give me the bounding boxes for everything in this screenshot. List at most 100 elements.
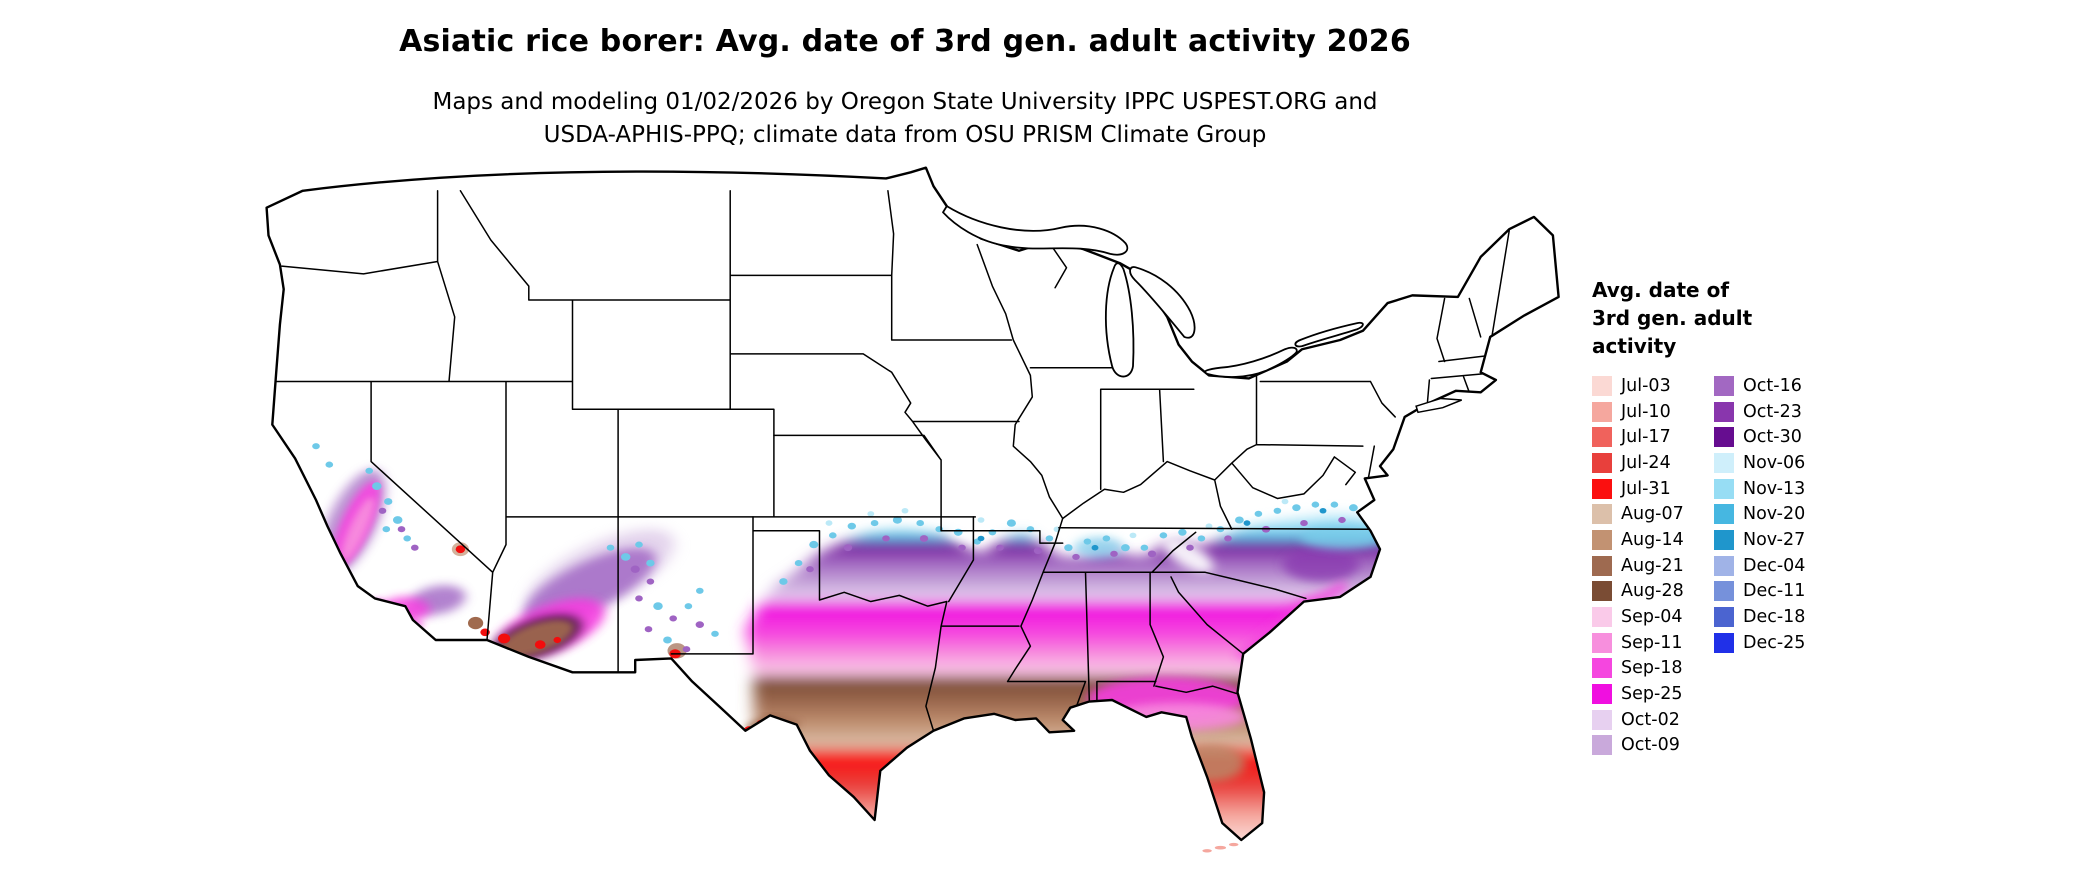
legend-swatch: [1592, 735, 1612, 756]
long-island: [1416, 398, 1462, 412]
subtitle-line-1: Maps and modeling 01/02/2026 by Oregon S…: [432, 89, 1378, 115]
legend-swatch: [1714, 581, 1734, 602]
legend-swatch: [1592, 555, 1612, 576]
nfl-pink: [1110, 703, 1247, 731]
state-borders-central: [671, 191, 1112, 731]
legend-swatch: [1592, 504, 1612, 525]
legend-label: Oct-02: [1621, 709, 1680, 730]
legend-item: Oct-16: [1714, 373, 1805, 399]
legend-label: Sep-25: [1621, 684, 1683, 705]
legend-title-line-3: activity: [1592, 334, 1677, 358]
legend-title-line-2: 3rd gen. adult: [1592, 306, 1753, 330]
us-choropleth-map: [240, 160, 1570, 853]
legend-label: Jul-10: [1621, 401, 1671, 422]
legend-label: Sep-11: [1621, 632, 1683, 653]
band-speckles-cyan: [779, 501, 1373, 585]
legend-label: Jul-17: [1621, 427, 1671, 448]
nm-speckles: [635, 587, 719, 653]
great-lakes: [943, 206, 1363, 377]
legend-label: Jul-24: [1621, 452, 1671, 473]
legend-label: Dec-11: [1743, 581, 1806, 602]
legend: Avg. date of 3rd gen. adult activity Jul…: [1592, 276, 1922, 758]
legend-item: Sep-04: [1592, 604, 1700, 630]
legend-item: Jul-17: [1592, 424, 1700, 450]
lake-superior: [943, 206, 1127, 255]
legend-item: Sep-25: [1592, 681, 1700, 707]
legend-item: Jul-10: [1592, 399, 1700, 425]
legend-item: Aug-28: [1592, 579, 1700, 605]
state-borders-west: [276, 191, 975, 673]
cfl-brown: [1176, 744, 1246, 782]
legend-swatch: [1592, 375, 1612, 396]
legend-label: Nov-13: [1743, 478, 1806, 499]
legend-label: Sep-04: [1621, 607, 1683, 628]
legend-item: Dec-18: [1714, 604, 1805, 630]
legend-item: Jul-31: [1592, 476, 1700, 502]
legend-label: Aug-14: [1621, 529, 1684, 550]
appalachian-white-tongue: [1162, 538, 1214, 573]
legend-swatch: [1592, 632, 1612, 653]
lake-erie: [1205, 348, 1297, 377]
legend-swatch: [1592, 401, 1612, 422]
arizona-overlays: [490, 529, 675, 663]
legend-label: Oct-23: [1743, 401, 1802, 422]
legend-item: Dec-11: [1714, 579, 1805, 605]
legend-item: Nov-27: [1714, 527, 1805, 553]
legend-label: Dec-18: [1743, 607, 1806, 628]
legend-swatch: [1714, 401, 1734, 422]
lake-ontario: [1295, 323, 1363, 347]
nc-purple-blob: [1283, 547, 1360, 582]
legend-swatch: [1714, 427, 1734, 448]
lake-huron: [1130, 267, 1194, 338]
legend-item: Oct-02: [1592, 707, 1700, 733]
legend-swatch: [1592, 478, 1612, 499]
legend-label: Oct-09: [1621, 735, 1680, 756]
legend-title-line-1: Avg. date of: [1592, 278, 1730, 302]
legend-item: Nov-13: [1714, 476, 1805, 502]
legend-item: Oct-23: [1714, 399, 1805, 425]
legend-label: Nov-27: [1743, 529, 1806, 550]
legend-item: Dec-04: [1714, 553, 1805, 579]
legend-title: Avg. date of 3rd gen. adult activity: [1592, 276, 1922, 360]
legend-item: Aug-14: [1592, 527, 1700, 553]
legend-swatch: [1714, 452, 1734, 473]
legend-swatch: [1714, 632, 1734, 653]
subtitle-line-2: USDA-APHIS-PPQ; climate data from OSU PR…: [543, 122, 1267, 148]
legend-swatch: [1592, 607, 1612, 628]
legend-item: Nov-20: [1714, 501, 1805, 527]
legend-swatch: [1592, 452, 1612, 473]
legend-label: Sep-18: [1621, 658, 1683, 679]
legend-item: Oct-09: [1592, 733, 1700, 759]
legend-column-2: Oct-16 Oct-23 Oct-30 Nov-06 Nov-13 Nov-20 Nov-…: [1714, 373, 1805, 656]
legend-item: Sep-11: [1592, 630, 1700, 656]
legend-swatch: [1714, 529, 1734, 550]
legend-item: Aug-07: [1592, 501, 1700, 527]
legend-label: Dec-04: [1743, 555, 1806, 576]
florida-keys: [1202, 842, 1239, 853]
legend-swatch: [1592, 581, 1612, 602]
us-outline: [267, 168, 1559, 840]
legend-label: Aug-28: [1621, 581, 1684, 602]
state-borders-east: [1044, 231, 1510, 702]
legend-label: Aug-21: [1621, 555, 1684, 576]
legend-swatch: [1714, 478, 1734, 499]
legend-swatch: [1592, 529, 1612, 550]
legend-swatch: [1592, 658, 1612, 679]
legend-label: Dec-25: [1743, 632, 1806, 653]
band-speckles-purple: [806, 516, 1346, 573]
state-borders: [276, 191, 1509, 731]
legend-item: Oct-30: [1714, 424, 1805, 450]
legend-label: Nov-20: [1743, 504, 1806, 525]
legend-item: Sep-18: [1592, 656, 1700, 682]
band-speckles-pale: [825, 498, 1289, 539]
legend-swatch: [1592, 684, 1612, 705]
legend-item: Aug-21: [1592, 553, 1700, 579]
legend-swatch: [1714, 375, 1734, 396]
legend-item: Jul-03: [1592, 373, 1700, 399]
figure-subtitle: Maps and modeling 01/02/2026 by Oregon S…: [0, 86, 1810, 152]
legend-item: Dec-25: [1714, 630, 1805, 656]
legend-item: Nov-06: [1714, 450, 1805, 476]
legend-swatch: [1714, 607, 1734, 628]
legend-label: Jul-03: [1621, 375, 1671, 396]
